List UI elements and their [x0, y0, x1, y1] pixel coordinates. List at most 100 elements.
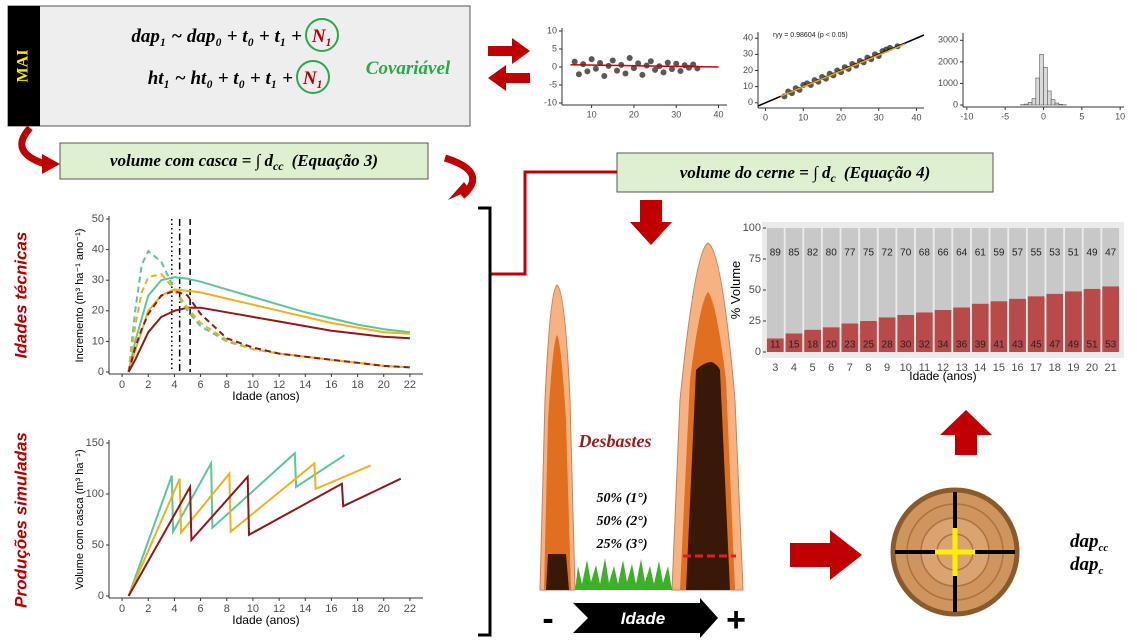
y-tick-label: 20: [743, 65, 753, 75]
y-tick-label: 0: [552, 61, 557, 71]
x-axis-title: Idade (anos): [232, 389, 299, 403]
x-tick-label: 40: [714, 109, 724, 119]
bar-segment: [991, 228, 1008, 301]
bar-label: 75: [863, 247, 875, 258]
point: [610, 58, 616, 64]
y-tick-label: 0: [755, 346, 761, 358]
x-tick-label: 20: [378, 379, 390, 391]
bar-segment: [1065, 228, 1082, 291]
equation-ref: (Equação 3): [292, 151, 378, 170]
equation-ref: (Equação 4): [844, 163, 930, 182]
bar-label: 55: [1031, 247, 1043, 258]
arrow: [790, 530, 862, 580]
bar-label: 51: [1068, 247, 1080, 258]
point: [576, 71, 582, 77]
fit-line: [781, 44, 906, 96]
bar-segment: [860, 228, 877, 321]
side-label: Idades técnicas: [11, 232, 30, 359]
x-tick-label: 11: [919, 362, 930, 374]
y-tick-label: 5: [552, 43, 557, 53]
series-line: [129, 274, 410, 372]
x-tick-label: 3: [772, 362, 778, 374]
arrow: [488, 38, 530, 64]
thinning-item: 25% (3°): [595, 537, 647, 552]
thinning-title: Desbastes: [578, 431, 652, 451]
x-tick-label: 22: [404, 379, 416, 391]
equation-term: N₁: [311, 26, 332, 47]
arrow-head: [42, 154, 60, 174]
equation: ht₁ ~ ht₀ + t₀ + t₁ +: [148, 68, 293, 89]
y-tick-label: 30: [743, 49, 753, 59]
series-line: [129, 453, 345, 596]
bar-label: 11: [770, 340, 781, 351]
bar-segment: [841, 228, 858, 323]
grass: [575, 558, 672, 590]
annotation: ryy = 0.98604 (p < 0.05): [773, 32, 848, 39]
y-tick-label: 150: [86, 437, 104, 449]
x-tick-label: 16: [325, 603, 337, 615]
y-axis-title: Incremento (m³ ha⁻¹ ano⁻¹): [74, 229, 86, 363]
bar-segment: [786, 228, 803, 333]
y-tick-label: 10: [743, 81, 753, 91]
x-tick-label: 8: [865, 362, 871, 374]
bar-label: 49: [1068, 340, 1080, 351]
x-tick-label: 18: [1049, 362, 1061, 374]
minus-sign: -: [542, 600, 553, 638]
bar-label: 68: [919, 247, 931, 258]
x-tick-label: 18: [351, 603, 363, 615]
point: [580, 61, 586, 67]
point: [648, 58, 654, 64]
equation-part: volume do cerne = ∫ d: [680, 163, 831, 183]
x-tick-label: -10: [960, 111, 973, 121]
point: [572, 59, 578, 65]
point: [622, 70, 628, 76]
bracket: [478, 208, 490, 635]
y-tick-label: 50: [92, 213, 104, 225]
x-tick-label: 22: [404, 603, 416, 615]
y-tick-label: 10: [547, 25, 557, 35]
x-tick-label: 16: [325, 379, 337, 391]
point: [639, 72, 645, 78]
y-axis-title: % Volume: [728, 261, 743, 320]
bar-label: 51: [1086, 340, 1098, 351]
bar-label: 45: [1031, 340, 1043, 351]
bar-label: 25: [863, 340, 875, 351]
point: [589, 56, 595, 62]
x-tick-label: 4: [791, 362, 797, 374]
bar-label: 77: [844, 247, 856, 258]
bar-label: 23: [844, 340, 856, 351]
histogram-bar: [1040, 54, 1044, 105]
x-tick-label: 20: [629, 109, 639, 119]
bar-label: 80: [826, 247, 838, 258]
bar-label: 43: [1012, 340, 1024, 351]
x-tick-label: 5: [1079, 111, 1084, 121]
y-tick-label: 30: [92, 274, 104, 286]
x-axis-title: Idade (anos): [232, 613, 299, 627]
curved-arrow: [22, 128, 45, 164]
y-tick-label: 1000: [938, 78, 958, 88]
diameter-label: dapcc: [1070, 531, 1108, 554]
y-tick-label: 0: [98, 590, 104, 602]
bar-segment: [879, 228, 896, 317]
age-label: Idade: [621, 609, 665, 628]
x-tick-label: 20: [836, 112, 846, 122]
bar-segment: [897, 228, 914, 315]
x-tick-label: 9: [884, 362, 890, 374]
bar-label: 32: [919, 340, 931, 351]
equation-part: volume com casca = ∫ d: [110, 151, 274, 171]
y-tick-label: 40: [743, 33, 753, 43]
x-tick-label: 0: [763, 112, 768, 122]
x-tick-label: 17: [1030, 362, 1042, 374]
equation-text: volume com casca = ∫ dcc(Equação 3): [110, 151, 378, 173]
y-tick-label: -10: [544, 97, 557, 107]
bar-label: 66: [937, 247, 949, 258]
bar-label: 30: [900, 340, 912, 351]
x-tick-label: 30: [874, 112, 884, 122]
mai-label: MAI: [15, 50, 32, 83]
connector: [490, 172, 617, 274]
bar-label: 72: [882, 247, 894, 258]
arrow: [630, 200, 672, 245]
thinning-item: 50% (2°): [596, 514, 647, 529]
x-tick-label: 6: [828, 362, 834, 374]
bar-label: 64: [956, 247, 968, 258]
